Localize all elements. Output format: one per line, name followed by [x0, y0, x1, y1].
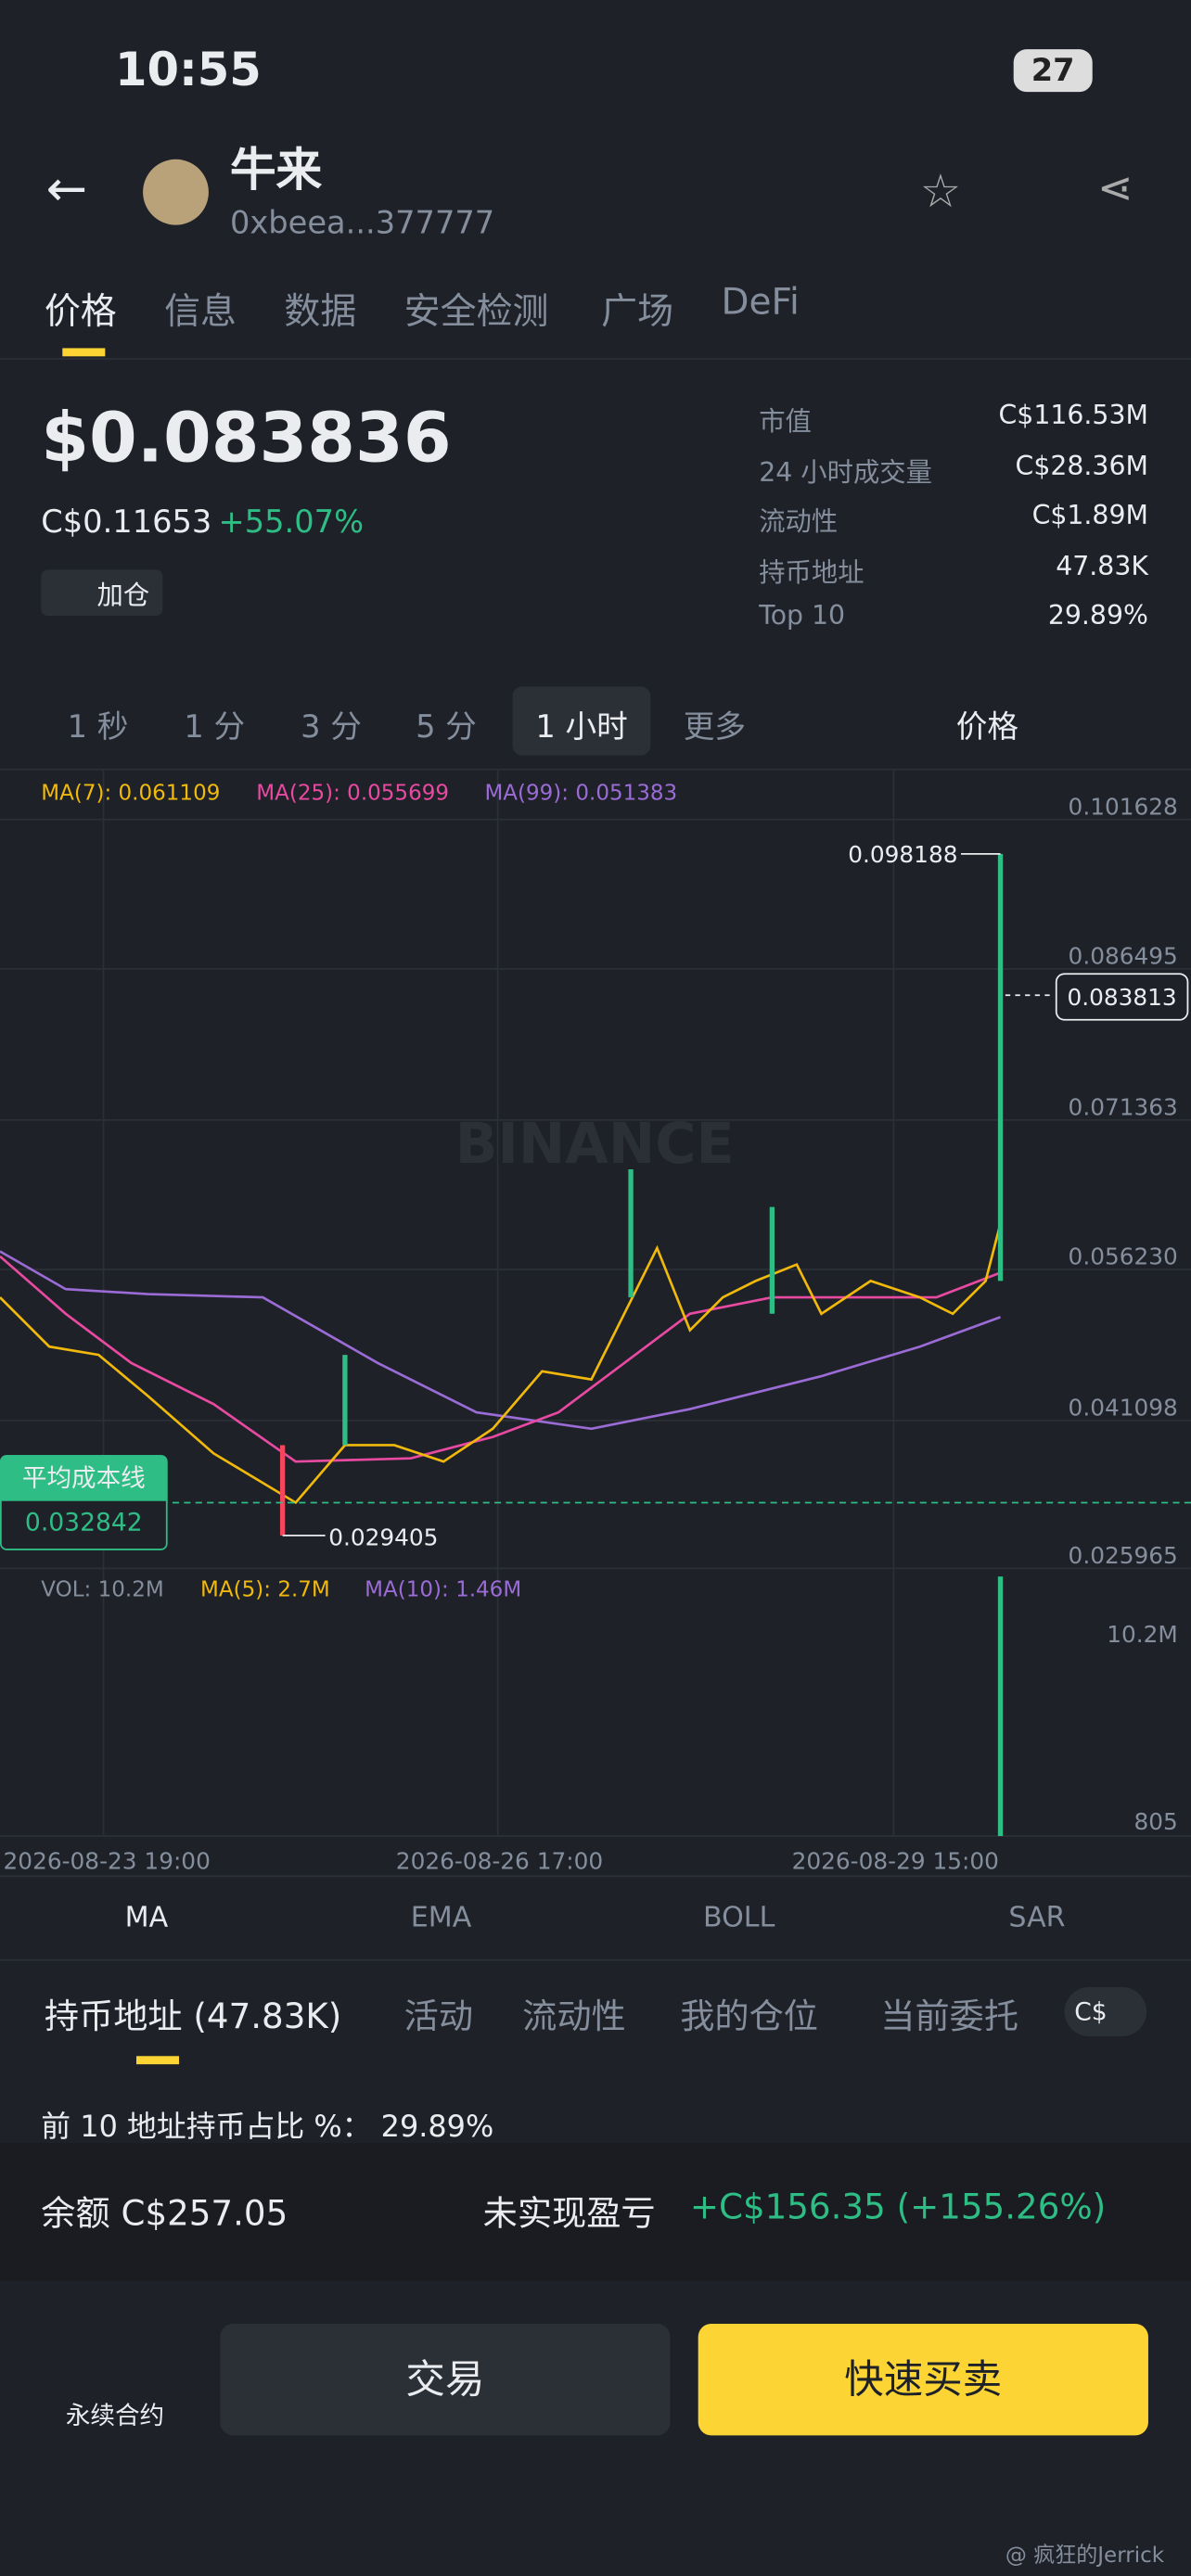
ma7-line: [0, 1223, 1002, 1505]
perp-button[interactable]: 永续合约: [65, 2401, 165, 2431]
star-button[interactable]: ☆: [919, 164, 962, 219]
time: 10:55: [114, 43, 262, 97]
date-label: 2026-08-23 19:00: [4, 1847, 211, 1872]
interval-selected-bg: [512, 686, 651, 756]
interval[interactable]: 1 分: [184, 709, 246, 746]
token-avatar: [143, 159, 209, 225]
stat-value: C$1.89M: [1031, 499, 1148, 531]
ma-legend: MA(99): 0.051383: [484, 781, 677, 805]
axis-label: 0.101628: [1069, 793, 1178, 820]
interval[interactable]: 1 小时: [535, 709, 628, 746]
credit: @ 疯狂的Jerrick: [1005, 2544, 1165, 2569]
battery: 27: [1013, 49, 1093, 93]
current-price-box: [1055, 973, 1189, 1021]
stat-label: 流动性: [759, 505, 839, 538]
indicator[interactable]: SAR: [1008, 1901, 1066, 1935]
ma25-line: [0, 1255, 1002, 1463]
indicator[interactable]: BOLL: [702, 1901, 775, 1935]
tab[interactable]: DeFi: [721, 282, 800, 324]
currency-toggle[interactable]: C$: [1064, 1986, 1147, 2037]
vol-legend: MA(10): 1.46M: [365, 1577, 521, 1601]
share-button[interactable]: ⋖: [1097, 164, 1133, 214]
price-change: +55.07%: [218, 504, 365, 541]
grid: [0, 768, 1191, 1837]
chart: BINANCE 0.083813 0.098188 0.029405 0.101…: [0, 768, 1191, 1872]
add-position[interactable]: 加仓: [41, 569, 163, 617]
ma99-line: [0, 1250, 1001, 1431]
axis-label: 0.086495: [1069, 943, 1178, 970]
stat-value: C$116.53M: [998, 399, 1148, 431]
divider: [0, 358, 1191, 360]
price-cad: C$0.11653: [41, 504, 212, 541]
candles: [279, 853, 1004, 1836]
tab[interactable]: 数据: [284, 292, 357, 334]
token-address[interactable]: 0xbeea...377777: [229, 205, 495, 242]
tab-indicator: [135, 2056, 180, 2065]
balance: 余额 C$257.05: [41, 2194, 288, 2234]
trade-button[interactable]: 交易: [220, 2323, 671, 2436]
pnl: +C$156.35 (+155.26%): [689, 2187, 1107, 2227]
stat-value: 29.89%: [1047, 599, 1148, 631]
bottom-tab[interactable]: 我的仓位: [680, 1996, 818, 2037]
axis-label: 0.056230: [1069, 1243, 1178, 1270]
current-price: 0.083813: [1067, 984, 1176, 1011]
stat-value: C$28.36M: [1015, 449, 1148, 481]
low-label: 0.029405: [328, 1524, 438, 1551]
token-name: 牛来: [229, 143, 323, 198]
divider: [0, 1875, 1191, 1878]
price-usd: $0.083836: [41, 397, 452, 478]
stat-label: 持币地址: [759, 555, 864, 588]
date-label: 2026-08-26 17:00: [396, 1847, 603, 1872]
back-button[interactable]: ←: [45, 160, 88, 219]
legends: MA(7): 0.061109 MA(25): 0.055699 MA(99): 0…: [41, 781, 677, 1601]
interval[interactable]: 更多: [683, 709, 747, 746]
stat-label: 24 小时成交量: [759, 455, 932, 488]
axis-label: 805: [1133, 1808, 1177, 1835]
tab[interactable]: 广场: [601, 292, 674, 334]
avg-cost-label: 平均成本线: [0, 1455, 168, 1501]
bottom-tab[interactable]: 流动性: [522, 1996, 626, 2037]
balance-bar: [0, 2143, 1191, 2281]
axis-label: 0.025965: [1069, 1542, 1178, 1569]
vol-legend: MA(5): 2.7M: [200, 1577, 330, 1601]
date-axis: 2026-08-23 19:00 2026-08-26 17:00 2026-08-…: [4, 1847, 999, 1872]
bottom-tab[interactable]: 活动: [403, 1996, 474, 2037]
axis-label: 10.2M: [1107, 1621, 1178, 1648]
axis-label: 0.041098: [1069, 1395, 1178, 1422]
ma-legend: MA(7): 0.061109: [41, 781, 220, 805]
holder-share: 前 10 地址持币占比 %： 29.89%: [41, 2110, 494, 2145]
divider: [0, 1958, 1191, 1961]
stat-value: 47.83K: [1056, 549, 1148, 581]
indicator[interactable]: EMA: [410, 1901, 472, 1935]
ma-legend: MA(25): 0.055699: [256, 781, 449, 805]
pnl-label: 未实现盈亏: [482, 2194, 656, 2234]
price-selector[interactable]: 价格: [955, 709, 1019, 746]
axis-label: 0.071363: [1069, 1094, 1178, 1121]
quick-trade-button[interactable]: 快速买卖: [698, 2323, 1148, 2436]
tab[interactable]: 安全检测: [403, 292, 549, 334]
vol-legend: VOL: 10.2M: [41, 1577, 163, 1601]
bottom-tab[interactable]: 当前委托: [880, 1996, 1019, 2037]
stat-label: Top 10: [759, 599, 846, 631]
high-label: 0.098188: [848, 841, 957, 868]
interval[interactable]: 5 分: [416, 709, 477, 746]
stat-label: 市值: [759, 405, 812, 438]
price-axis: 0.101628 0.086495 0.071363 0.056230 0.041098…: [1069, 793, 1178, 1834]
watermark: BINANCE: [455, 1112, 735, 1177]
divider: [0, 768, 1191, 771]
avg-cost-value: 0.032842: [24, 1507, 143, 1537]
indicator[interactable]: MA: [124, 1901, 169, 1935]
tab[interactable]: 价格: [44, 292, 117, 334]
interval[interactable]: 3 分: [301, 709, 362, 746]
tab[interactable]: 信息: [164, 292, 237, 334]
bottom-tab[interactable]: 持币地址 (47.83K): [44, 1996, 342, 2037]
interval[interactable]: 1 秒: [67, 709, 129, 746]
date-label: 2026-08-29 15:00: [792, 1847, 999, 1872]
tab-indicator: [62, 348, 106, 357]
